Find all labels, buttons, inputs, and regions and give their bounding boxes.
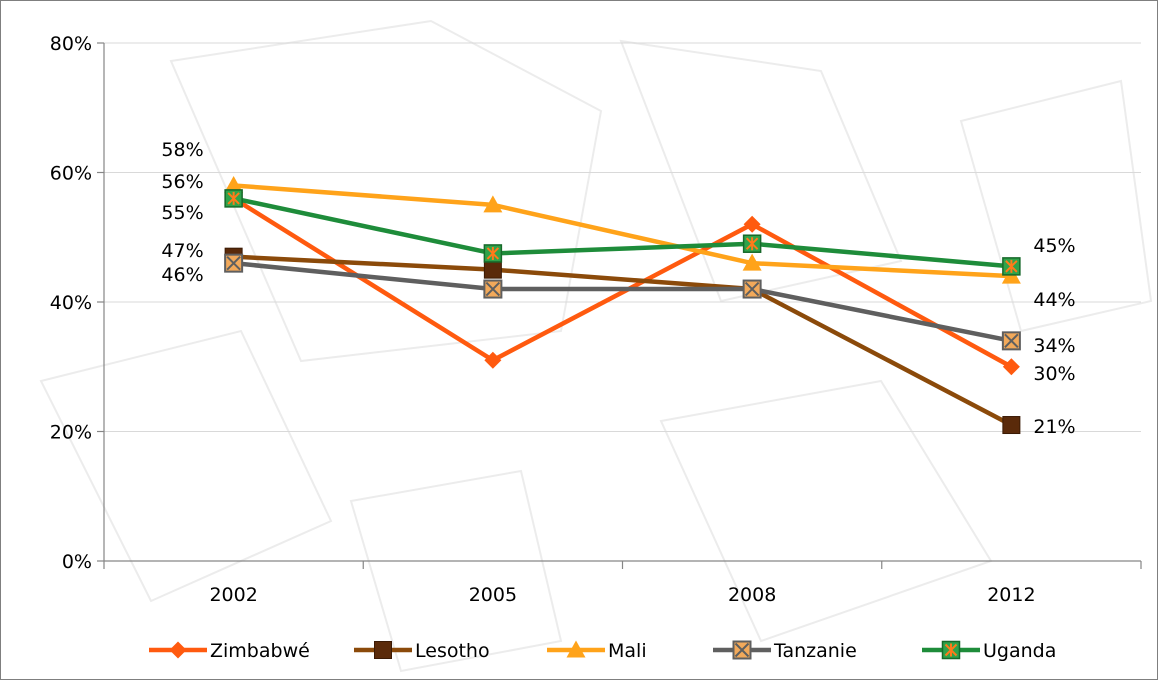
series-line-uganda bbox=[233, 196, 1012, 269]
data-point-mali-2008 bbox=[742, 253, 762, 271]
data-label: 55% bbox=[161, 202, 203, 224]
legend-marker bbox=[374, 641, 392, 659]
diamond-marker-shape bbox=[1002, 358, 1020, 376]
data-point-uganda-2012 bbox=[1002, 257, 1021, 276]
data-point-tanzanie-2008 bbox=[742, 279, 762, 299]
marker-star bbox=[745, 237, 759, 251]
x-tick-label: 2002 bbox=[209, 584, 257, 606]
diamond-marker-shape bbox=[743, 215, 761, 233]
data-label: 30% bbox=[1033, 363, 1075, 385]
legend-item-zimbabwe: Zimbabwé bbox=[149, 640, 310, 662]
diamond-marker-shape bbox=[169, 641, 187, 659]
series-line-zimbabwe bbox=[232, 196, 1013, 369]
marker-star bbox=[227, 191, 240, 205]
series-line-lesotho bbox=[233, 254, 1013, 428]
marker-star bbox=[486, 246, 500, 260]
triangle-marker-shape bbox=[483, 195, 503, 213]
marker-cross bbox=[734, 642, 750, 658]
series-line-tanzanie bbox=[233, 260, 1012, 344]
x-tick-label: 2012 bbox=[987, 584, 1035, 606]
data-point-uganda-2008 bbox=[742, 234, 762, 253]
data-point-uganda-2002 bbox=[224, 189, 243, 208]
data-point-mali-2005 bbox=[483, 195, 503, 213]
data-point-zimbabwe-2012 bbox=[1002, 358, 1020, 376]
legend-label: Zimbabwé bbox=[210, 640, 310, 662]
legend-marker bbox=[732, 640, 752, 660]
data-point-lesotho-2005 bbox=[483, 260, 502, 279]
legend-marker bbox=[566, 640, 586, 658]
gridlines bbox=[104, 42, 1141, 432]
legend-label: Uganda bbox=[983, 640, 1056, 662]
series-lines bbox=[224, 175, 1021, 435]
data-point-zimbabwe-2008 bbox=[743, 215, 761, 233]
legend-label: Lesotho bbox=[415, 640, 490, 662]
y-axis-ticks: 0% 20% 40% 60% 80% bbox=[50, 33, 104, 573]
y-tick-label: 60% bbox=[50, 163, 92, 185]
legend-marker bbox=[941, 640, 961, 660]
triangle-marker-shape bbox=[224, 175, 244, 193]
data-label: 58% bbox=[161, 139, 203, 161]
data-label: 21% bbox=[1033, 416, 1075, 438]
x-axis: 2002 2005 2008 2012 bbox=[103, 43, 1142, 606]
y-tick-label: 20% bbox=[50, 422, 92, 444]
legend-label: Tanzanie bbox=[773, 640, 857, 662]
marker-cross bbox=[226, 255, 241, 271]
data-label: 44% bbox=[1033, 289, 1075, 311]
x-tick-label: 2008 bbox=[728, 584, 776, 606]
legend-item-uganda: Uganda bbox=[922, 640, 1056, 662]
legend-item-mali: Mali bbox=[547, 640, 647, 662]
data-label: 46% bbox=[161, 264, 203, 286]
x-tick-label: 2005 bbox=[469, 584, 517, 606]
square-marker-shape bbox=[374, 641, 392, 659]
y-tick-label: 80% bbox=[50, 33, 92, 55]
triangle-marker-shape bbox=[742, 253, 762, 271]
series-uganda bbox=[224, 189, 1021, 276]
data-point-tanzanie-2002 bbox=[224, 253, 244, 273]
data-labels: 58% 56% 55% 47%46% 45% 44% 34% 30% 21% bbox=[161, 139, 1075, 438]
data-point-lesotho-2012 bbox=[1002, 416, 1021, 435]
series-zimbabwe bbox=[225, 189, 1020, 376]
legend-item-lesotho: Lesotho bbox=[354, 640, 490, 662]
series-tanzanie bbox=[224, 253, 1021, 351]
marker-star bbox=[1005, 259, 1018, 273]
y-tick-label: 40% bbox=[50, 292, 92, 314]
data-point-zimbabwe-2005 bbox=[484, 351, 502, 369]
data-label: 45% bbox=[1033, 235, 1075, 257]
data-point-uganda-2005 bbox=[483, 244, 503, 263]
marker-star bbox=[944, 643, 958, 657]
marker-cross bbox=[485, 281, 501, 297]
legend: Zimbabwé Lesotho Mali Tanzanie Uganda bbox=[149, 640, 1056, 662]
background-decoration bbox=[39, 19, 1153, 673]
data-point-tanzanie-2005 bbox=[483, 279, 503, 299]
y-tick-label: 0% bbox=[62, 551, 92, 573]
data-label: 56% bbox=[161, 171, 203, 193]
data-point-tanzanie-2012 bbox=[1001, 331, 1021, 351]
marker-cross bbox=[744, 281, 760, 297]
data-label: 47% bbox=[161, 240, 203, 262]
diamond-marker-shape bbox=[484, 351, 502, 369]
square-marker-shape bbox=[483, 260, 502, 279]
legend-label: Mali bbox=[608, 640, 647, 662]
legend-item-tanzanie: Tanzanie bbox=[713, 640, 857, 662]
legend-marker bbox=[169, 641, 187, 659]
triangle-marker-shape bbox=[566, 640, 586, 658]
series-line-mali bbox=[233, 183, 1012, 279]
marker-cross bbox=[1004, 333, 1019, 349]
data-label: 34% bbox=[1033, 335, 1075, 357]
data-point-mali-2002 bbox=[224, 175, 244, 193]
square-marker-shape bbox=[1002, 416, 1021, 435]
